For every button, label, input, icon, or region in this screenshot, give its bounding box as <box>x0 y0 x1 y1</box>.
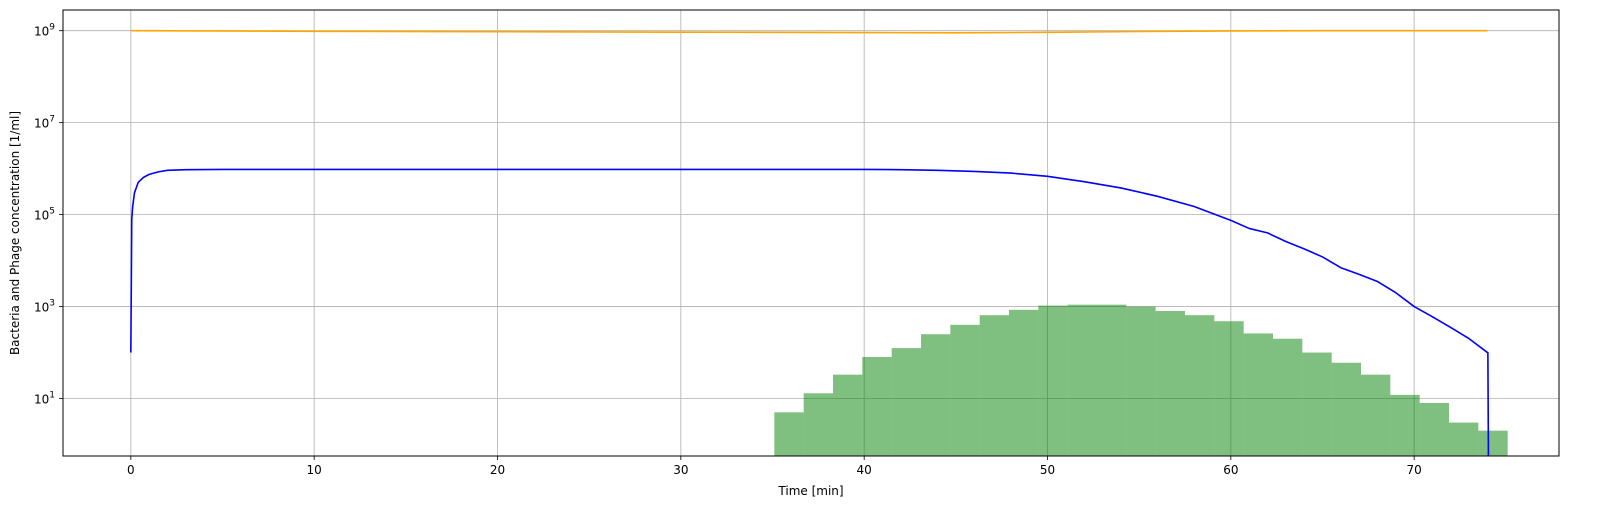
histogram-bar <box>1331 362 1361 456</box>
histogram-bar <box>1067 304 1097 456</box>
histogram-bar <box>862 357 892 456</box>
y-tick-label: 105 <box>34 207 55 223</box>
histogram-bar <box>774 412 804 456</box>
histogram-bar <box>1214 321 1244 456</box>
histogram-bar <box>891 348 921 456</box>
histogram-bar <box>833 374 863 456</box>
histogram-bar <box>1155 311 1185 456</box>
histogram-bar <box>1478 430 1508 456</box>
series-lines <box>130 29 1490 457</box>
y-tick-label: 101 <box>34 391 55 407</box>
histogram-bar <box>1361 374 1391 456</box>
x-tick-label: 20 <box>490 463 505 477</box>
histogram-bar <box>1126 306 1156 456</box>
x-axis: 0 10 20 30 40 50 60 70 <box>127 456 1422 477</box>
histogram-bar <box>1243 333 1273 456</box>
histogram-bar <box>803 393 833 456</box>
plot-frame <box>62 9 1560 457</box>
y-tick-label: 109 <box>34 23 55 39</box>
bacteria-line <box>130 29 1488 34</box>
y-axis-label: Bacteria and Phage concentration [1/ml] <box>8 111 22 355</box>
histogram-bar <box>1390 394 1420 456</box>
y-axis: 101 103 105 107 109 <box>34 23 63 407</box>
x-tick-label: 40 <box>857 463 872 477</box>
y-tick-label: 103 <box>34 299 55 315</box>
y-tick-label: 107 <box>34 115 55 131</box>
x-tick-label: 30 <box>673 463 688 477</box>
histogram-bar <box>1038 305 1068 456</box>
x-tick-label: 0 <box>127 463 135 477</box>
histogram-bar <box>1185 315 1215 456</box>
histogram-bar <box>950 324 980 456</box>
histogram-bar <box>1449 422 1479 456</box>
x-tick-label: 60 <box>1223 463 1238 477</box>
x-tick-label: 70 <box>1407 463 1422 477</box>
histogram-bar <box>1273 338 1303 456</box>
histogram-bar <box>1302 352 1332 456</box>
phage-line <box>130 168 1490 457</box>
histogram-bar <box>1419 402 1449 456</box>
histogram-bar <box>1009 309 1039 456</box>
x-axis-label: Time [min] <box>777 484 843 498</box>
histogram-bar <box>979 315 1009 456</box>
histogram <box>774 304 1508 456</box>
histogram-bar <box>921 334 951 456</box>
x-tick-label: 10 <box>307 463 322 477</box>
histogram-bar <box>1097 304 1127 456</box>
x-tick-label: 50 <box>1040 463 1055 477</box>
